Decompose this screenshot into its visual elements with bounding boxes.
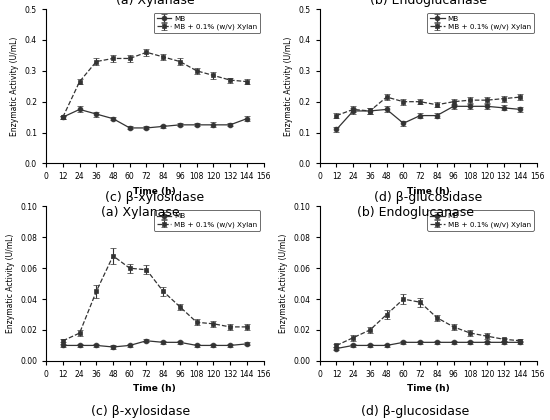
X-axis label: Time (h): Time (h) [134, 187, 176, 196]
Text: (c) β-xylosidase: (c) β-xylosidase [91, 405, 190, 418]
Legend: MB, MB + 0.1% (w/v) Xylan: MB, MB + 0.1% (w/v) Xylan [154, 210, 260, 231]
Y-axis label: Enzymatic Activity (U/mL): Enzymatic Activity (U/mL) [279, 234, 288, 333]
Title: (a) Xylanase: (a) Xylanase [116, 0, 194, 6]
Legend: MB, MB + 0.1% (w/v) Xylan: MB, MB + 0.1% (w/v) Xylan [427, 210, 534, 231]
Text: (d) β-glucosidase: (d) β-glucosidase [361, 405, 469, 418]
X-axis label: Time (h): Time (h) [407, 384, 450, 394]
Title: (c) β-xylosidase: (c) β-xylosidase [105, 191, 205, 204]
Text: (a) Xylanase: (a) Xylanase [101, 206, 179, 218]
Legend: MB, MB + 0.1% (w/v) Xylan: MB, MB + 0.1% (w/v) Xylan [154, 13, 260, 33]
X-axis label: Time (h): Time (h) [407, 187, 450, 196]
Y-axis label: Enzymatic Activity (U/mL): Enzymatic Activity (U/mL) [6, 234, 14, 333]
Text: (b) Endoglucanase: (b) Endoglucanase [357, 206, 474, 218]
Y-axis label: Enzymatic Activity (U/mL): Enzymatic Activity (U/mL) [284, 37, 293, 136]
Legend: MB, MB + 0.1% (w/v) Xylan: MB, MB + 0.1% (w/v) Xylan [427, 13, 534, 33]
Y-axis label: Enzymatic Activity (U/mL): Enzymatic Activity (U/mL) [10, 37, 19, 136]
X-axis label: Time (h): Time (h) [134, 384, 176, 394]
Title: (b) Endoglucanase: (b) Endoglucanase [370, 0, 487, 6]
Title: (d) β-glucosidase: (d) β-glucosidase [375, 191, 482, 204]
